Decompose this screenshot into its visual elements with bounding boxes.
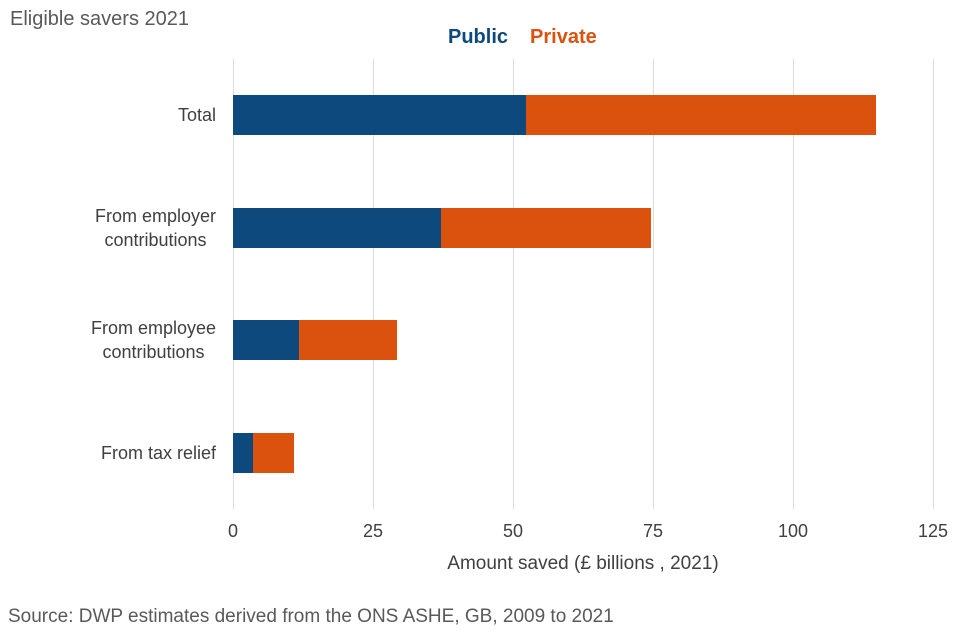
source-note: Source: DWP estimates derived from the O… [8, 606, 614, 627]
gridline-50 [513, 59, 514, 509]
legend-item-public: Public [448, 26, 509, 48]
bar-segment-public [233, 432, 254, 473]
chart-title: Eligible savers 2021 [10, 8, 189, 30]
gridline-75 [653, 59, 654, 509]
x-tick-50: 50 [502, 521, 524, 541]
category-label: From employer contributions [95, 172, 216, 285]
category-label: Total [178, 59, 216, 172]
bar-segment-private [526, 95, 876, 136]
category-label: From tax relief [101, 397, 216, 510]
legend-item-private: Private [530, 26, 597, 48]
category-label-text: From employer contributions [94, 205, 216, 250]
bar-segment-private [253, 432, 295, 473]
bar-segment-private [440, 207, 652, 248]
x-tick-100: 100 [777, 521, 809, 541]
bar-segment-public [233, 320, 299, 361]
category-label-text: Total [177, 105, 216, 126]
x-tick-25: 25 [362, 521, 384, 541]
category-label: From employee contributions [91, 284, 216, 397]
category-label-text: From employee contributions [90, 318, 216, 363]
bar-segment-public [233, 207, 441, 248]
gridline-125 [933, 59, 934, 509]
x-tick-75: 75 [642, 521, 664, 541]
x-tick-125: 125 [917, 521, 949, 541]
chart-legend: Public Private [448, 26, 597, 49]
bar-segment-private [298, 320, 397, 361]
gridline-100 [793, 59, 794, 509]
bar-segment-public [233, 95, 527, 136]
x-tick-0: 0 [227, 521, 239, 541]
x-axis-title: Amount saved (£ billions , 2021) [447, 553, 719, 574]
category-label-text: From tax relief [100, 442, 216, 463]
gridline-0 [233, 59, 234, 509]
gridline-25 [373, 59, 374, 509]
